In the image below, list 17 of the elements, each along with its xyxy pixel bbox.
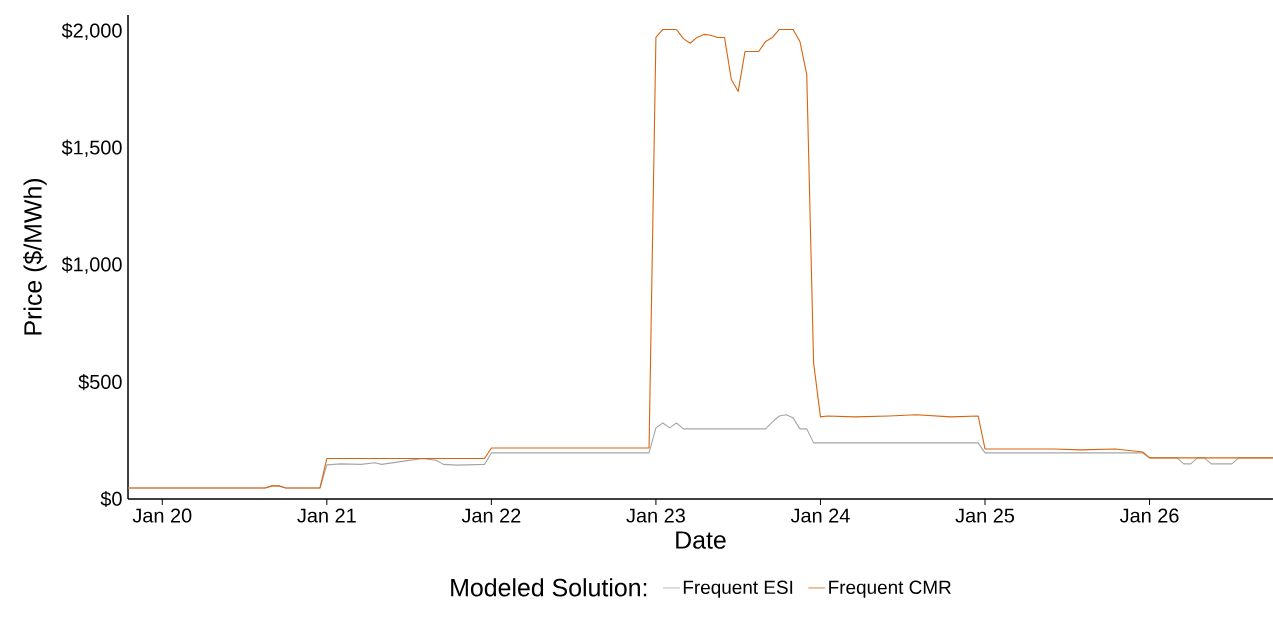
x-tick-label: Jan 24 — [790, 508, 850, 523]
legend-title: Modeled Solution: — [451, 578, 647, 597]
x-tick-label: Jan 26 — [1119, 508, 1179, 523]
y-tick-label: $2,000 — [61, 22, 122, 40]
y-tick-label: $1,500 — [61, 139, 122, 157]
x-tick-label: Jan 23 — [626, 508, 685, 523]
legend-label: Frequent CMR — [829, 580, 951, 598]
x-tick-label: Jan 25 — [955, 508, 1015, 523]
y-tick-label: $0 — [100, 490, 122, 508]
x-tick-label: Jan 21 — [297, 508, 356, 523]
x-tick-label: Jan 20 — [132, 508, 192, 523]
x-tick-label: Jan 22 — [461, 508, 521, 523]
y-axis-title: Price ($/MWh) — [23, 178, 47, 335]
y-tick-label: $1,000 — [61, 256, 122, 274]
legend-label: Frequent ESI — [683, 580, 793, 598]
y-tick-label: $500 — [78, 374, 122, 391]
x-axis-title: Date — [676, 531, 726, 549]
